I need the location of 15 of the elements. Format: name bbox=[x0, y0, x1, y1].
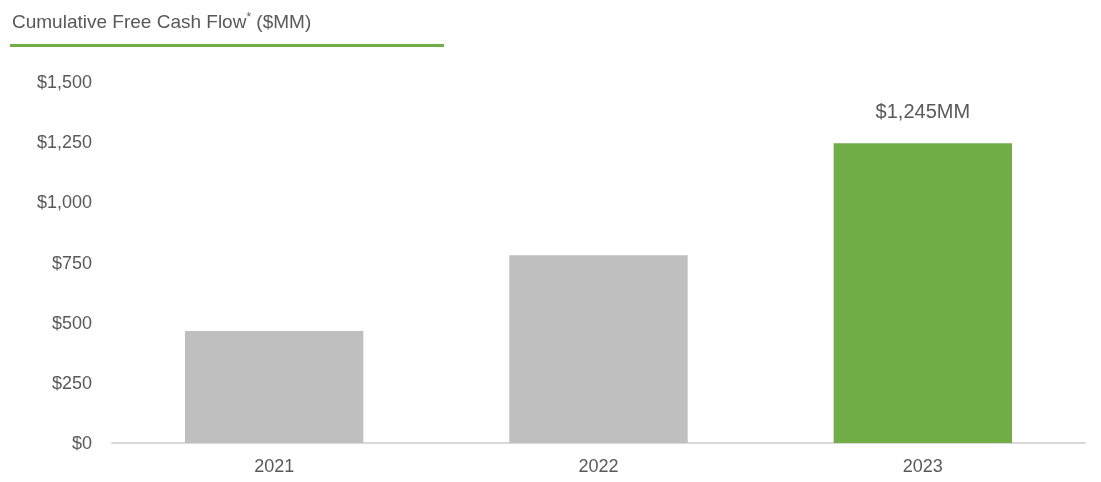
data-label: $1,245MM bbox=[875, 100, 971, 123]
chart-title: Cumulative Free Cash Flow$^{*}$ ($MM) bbox=[11, 10, 312, 35]
x-tick-label: 2021 bbox=[254, 456, 295, 476]
x-tick-label: 2022 bbox=[578, 456, 619, 476]
y-tick-label: $1,500 bbox=[36, 72, 92, 92]
y-tick-label: $1,250 bbox=[36, 132, 92, 153]
bar bbox=[509, 255, 688, 443]
y-tick-label: $1,000 bbox=[36, 192, 92, 213]
bar bbox=[833, 143, 1013, 443]
y-tick-label: $500 bbox=[51, 312, 92, 333]
y-tick-label: $750 bbox=[51, 252, 92, 273]
y-tick-label: $250 bbox=[51, 372, 92, 393]
y-tick-label: $0 bbox=[71, 433, 92, 453]
bar bbox=[184, 331, 364, 443]
x-tick-label: 2023 bbox=[902, 456, 943, 476]
